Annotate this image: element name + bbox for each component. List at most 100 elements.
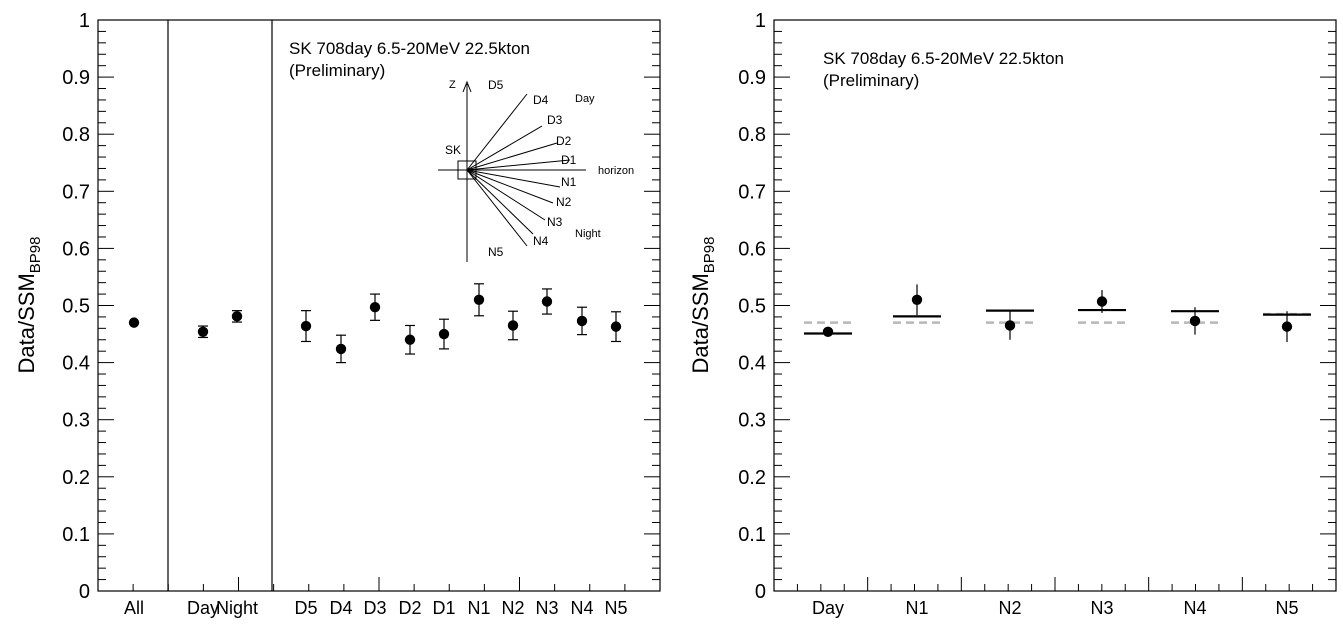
inset-ray-d4 (466, 93, 528, 171)
right-data-point (1096, 296, 1108, 307)
left-y-tick-label: 0.4 (62, 353, 90, 375)
left-data-point (541, 296, 553, 307)
inset-ray-d3 (466, 125, 543, 171)
left-data-point (576, 315, 588, 327)
right-data-point (1004, 320, 1016, 331)
left-data-point (369, 302, 381, 313)
left-x-tick-label: Day (187, 598, 219, 618)
inset-ray-n3 (466, 169, 546, 221)
left-x-tick-label: D5 (294, 598, 317, 618)
right-y-axis-title: Data/SSMBP98 (688, 237, 718, 374)
inset-detector-box (457, 160, 477, 180)
left-x-tick-label: N5 (604, 598, 627, 618)
inset-label-d4: D4 (533, 93, 549, 107)
right-y-tick-label: 0.4 (738, 353, 766, 375)
inset-label-d5: D5 (488, 78, 504, 92)
right-y-tick-label: 1 (755, 10, 766, 32)
right-y-tick-label: 0.3 (738, 410, 766, 432)
inset-label-n5: N5 (488, 245, 504, 259)
left-y-tick-label: 0.2 (62, 467, 90, 489)
left-x-tick-label: All (124, 598, 144, 618)
left-y-tick-label: 1 (79, 10, 90, 32)
right-x-axis: Day N1 N2 N3 N4 N5 (773, 577, 1337, 618)
left-data-point (128, 317, 140, 328)
left-data-point (300, 320, 312, 332)
right-x-tick-label: N2 (998, 598, 1021, 618)
left-data-series (128, 283, 622, 364)
inset-label-n3: N3 (547, 215, 563, 229)
right-data-series (822, 284, 1293, 343)
right-y-tick-label: 0.2 (738, 467, 766, 489)
left-y-tick-label: 0.1 (62, 524, 90, 546)
left-x-tick-label: D2 (398, 598, 421, 618)
right-y-tick-label: 0.5 (738, 296, 766, 318)
inset-label-d1: D1 (561, 153, 577, 167)
left-y-axis: 0 0.1 0.2 0.3 0.4 0.5 0.6 0.7 0.8 0.9 1 (62, 10, 660, 603)
zenith-bin-diagram: Z SK horizon Day Night D5 D4 D3 D2 D1 N1… (438, 78, 634, 262)
right-y-axis-title-sub: BP98 (701, 237, 718, 274)
inset-horizon-label: horizon (598, 165, 634, 177)
inset-label-d3: D3 (547, 113, 563, 127)
left-data-point (473, 294, 485, 305)
right-y-tick-label: 0.7 (738, 181, 766, 203)
right-y-axis-title-main: Data/SSM (688, 273, 713, 373)
inset-z-label: Z (449, 79, 456, 91)
left-data-point (197, 326, 209, 337)
left-y-tick-label: 0.3 (62, 410, 90, 432)
inset-ray-n1 (466, 169, 561, 188)
inset-ray-d2 (466, 142, 558, 171)
left-y-tick-label: 0.7 (62, 181, 90, 203)
left-data-point (507, 320, 519, 331)
inset-sk-label: SK (445, 143, 461, 157)
inset-label-n1: N1 (561, 175, 577, 189)
right-panel: 0 0.1 0.2 0.3 0.4 0.5 0.6 0.7 0.8 0.9 1 Day N1 N2 N3 N… (688, 10, 1337, 618)
left-data-point (335, 343, 347, 355)
left-x-tick-label: N2 (501, 598, 524, 618)
right-y-tick-label: 0.6 (738, 238, 766, 260)
left-x-tick-label: N4 (570, 598, 593, 618)
right-annotation-line2: (Preliminary) (823, 71, 919, 90)
right-data-point (1189, 315, 1201, 327)
inset-label-d2: D2 (556, 134, 572, 148)
left-data-point (404, 334, 416, 345)
left-data-point (610, 321, 622, 332)
left-y-axis-title: Data/SSMBP98 (14, 237, 44, 374)
right-data-point (911, 294, 923, 305)
left-y-axis-title-sub: BP98 (27, 237, 44, 274)
right-x-tick-label: N4 (1183, 598, 1206, 618)
inset-label-n4: N4 (533, 234, 549, 248)
right-data-point (1281, 321, 1293, 332)
left-y-tick-label: 0.8 (62, 124, 90, 146)
left-y-axis-title-main: Data/SSM (14, 273, 39, 373)
inset-ray-n5 (466, 169, 528, 247)
inset-ray-n2 (466, 169, 554, 204)
left-x-tick-label: D3 (363, 598, 386, 618)
right-y-tick-label: 0.1 (738, 524, 766, 546)
inset-ray-d1 (466, 159, 571, 171)
left-annotation-line2: (Preliminary) (289, 61, 385, 80)
inset-night-label: Night (575, 228, 601, 240)
left-x-tick-label: D4 (329, 598, 352, 618)
left-y-tick-label: 0.5 (62, 296, 90, 318)
inset-label-n2: N2 (556, 195, 572, 209)
left-y-tick-label: 0.9 (62, 67, 90, 89)
left-y-tick-label: 0.6 (62, 238, 90, 260)
left-panel: 0 0.1 0.2 0.3 0.4 0.5 0.6 0.7 0.8 0.9 1 All Day Nigh… (14, 10, 661, 618)
inset-day-label: Day (575, 93, 595, 105)
left-annotation-line1: SK 708day 6.5-20MeV 22.5kton (289, 39, 530, 58)
right-data-point (822, 326, 834, 337)
left-data-point (438, 328, 450, 340)
left-y-tick-label: 0 (79, 581, 90, 603)
left-x-tick-label: D1 (432, 598, 455, 618)
right-annotation-line1: SK 708day 6.5-20MeV 22.5kton (823, 49, 1064, 68)
right-y-tick-label: 0 (755, 581, 766, 603)
right-x-tick-label: N1 (905, 598, 928, 618)
right-y-tick-label: 0.9 (738, 67, 766, 89)
right-x-tick-label: Day (812, 598, 844, 618)
left-data-point (231, 311, 243, 322)
right-y-axis: 0 0.1 0.2 0.3 0.4 0.5 0.6 0.7 0.8 0.9 1 (738, 10, 1336, 603)
inset-z-arrow-icon (462, 80, 472, 93)
